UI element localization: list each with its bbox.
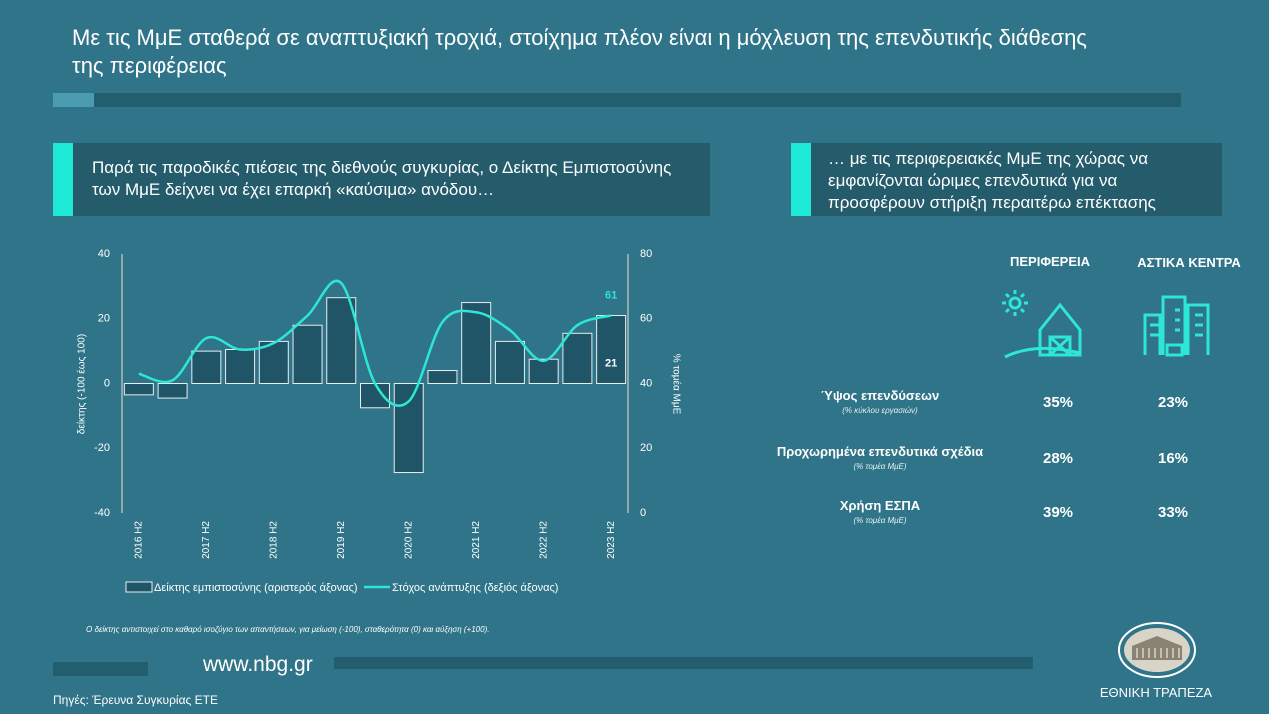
data-label: 21 (605, 357, 617, 369)
y2-tick-label: 80 (640, 248, 652, 260)
bar (427, 370, 458, 384)
row-label: Προχωρημένα επενδυτικά σχέδια (776, 444, 984, 459)
right-heading: … με τις περιφερειακές ΜμΕ της χώρας να … (828, 149, 1156, 212)
column-header: ΑΣΤΙΚΑ ΚΕΝΤΡΑ (1137, 255, 1241, 270)
x-tick-label: 2019 H2 (336, 521, 347, 559)
footer-rule (334, 657, 1033, 669)
y-tick-label: 20 (98, 313, 110, 325)
footer-rule (53, 662, 148, 676)
logo (1118, 622, 1196, 678)
website: www.nbg.gr (203, 653, 313, 676)
footnote: Ο δείκτης αντιστοιχεί στο καθαρό ισοζύγι… (86, 625, 490, 634)
bar (528, 358, 559, 384)
bar (494, 340, 525, 385)
line (138, 279, 612, 407)
bar (562, 332, 593, 385)
row-note: (% τομέα ΜμΕ) (853, 462, 907, 471)
column-header: ΠΕΡΙΦΕΡΕΙΑ (1009, 254, 1091, 269)
row-label: Χρήση ΕΣΠΑ (839, 498, 921, 513)
x-tick-label: 2021 H2 (471, 521, 482, 559)
legend-label: Στόχος ανάπτυξης (δεξιός άξονας) (392, 582, 558, 594)
bar (326, 297, 357, 384)
bar (596, 315, 627, 385)
bar (157, 383, 188, 399)
y-tick-label: -20 (94, 442, 110, 454)
source: Πηγές: Έρευνα Συγκυρίας ΕΤΕ (53, 693, 218, 707)
y-axis-title: δείκτης (-100 έως 100) (76, 334, 88, 434)
bar (292, 324, 323, 385)
x-tick-label: 2020 H2 (403, 521, 414, 559)
y2-tick-label: 40 (640, 377, 652, 389)
cell: 33% (1157, 504, 1189, 521)
x-tick-label: 2016 H2 (134, 521, 145, 559)
accent (53, 143, 73, 216)
bar (225, 349, 256, 385)
row-note: (% κύκλου εργασιών) (842, 406, 918, 415)
x-tick-label: 2018 H2 (268, 521, 279, 559)
data-label: 61 (605, 289, 617, 301)
x-tick-label: 2017 H2 (201, 521, 212, 559)
row-note: (% τομέα ΜμΕ) (853, 516, 907, 525)
bar (123, 383, 154, 396)
left-heading-box (53, 143, 710, 216)
y2-tick-label: 0 (640, 507, 646, 519)
bar (258, 340, 289, 385)
cell: 28% (1042, 450, 1074, 467)
icons (1002, 290, 1210, 359)
bar (393, 383, 424, 474)
row-label: Ύψος επενδύσεων (820, 388, 940, 403)
accent (791, 143, 811, 216)
title-rule (53, 93, 1181, 107)
right-heading-box (791, 143, 1222, 216)
x-tick-label: 2023 H2 (606, 521, 617, 559)
title-rule-accent (53, 93, 94, 107)
x-tick-label: 2022 H2 (538, 521, 549, 559)
legend-label: Δείκτης εμπιστοσύνης (αριστερός άξονας) (154, 582, 358, 594)
bar (191, 350, 222, 384)
y2-tick-label: 20 (640, 442, 652, 454)
cell: 35% (1042, 394, 1074, 411)
bar (360, 383, 390, 409)
title: Με τις ΜμΕ σταθερά σε αναπτυξιακή τροχιά… (72, 25, 1087, 78)
y-tick-label: -40 (94, 507, 110, 519)
left-heading: Παρά τις παροδικές πιέσεις της διεθνούς … (92, 158, 672, 199)
cell: 39% (1042, 504, 1074, 521)
cell: 23% (1157, 394, 1189, 411)
y2-axis-title: % τομέα ΜμΕ (670, 354, 682, 415)
y-tick-label: 40 (98, 248, 110, 260)
chart: -40 -20 0 20 40 0 20 40 60 80 δείκτης (-100 έως 10… (76, 248, 683, 594)
y2-tick-label: 60 (640, 313, 652, 325)
cell: 16% (1157, 450, 1189, 467)
y-tick-label: 0 (104, 377, 110, 389)
logo-text: ΕΘΝΙΚΗ ΤΡΑΠΕΖΑ (1099, 685, 1213, 700)
legend-swatch (125, 581, 153, 593)
